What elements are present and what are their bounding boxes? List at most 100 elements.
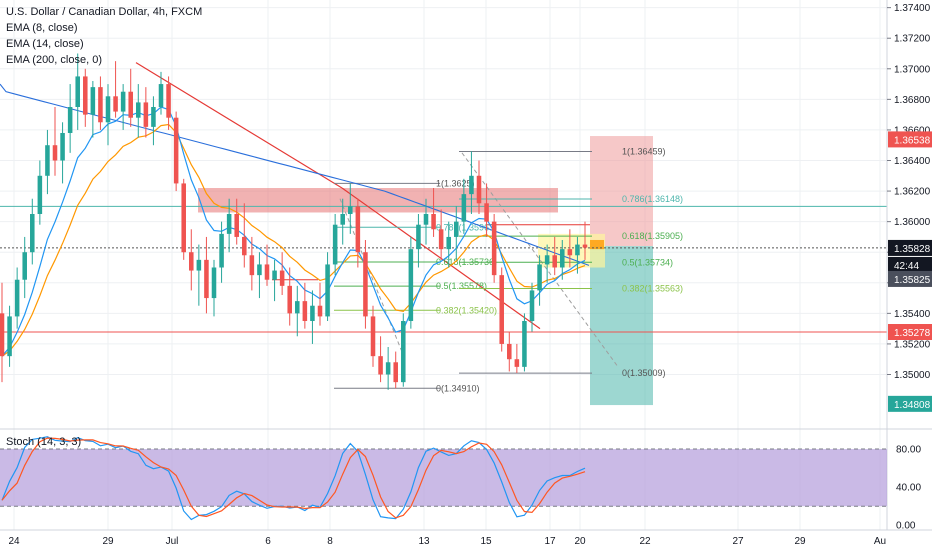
candle-body xyxy=(416,224,421,250)
candle-body xyxy=(211,267,217,299)
candle-body xyxy=(14,279,20,317)
price-tag xyxy=(888,256,932,273)
time-axis-label: 20 xyxy=(574,536,586,547)
price-tag xyxy=(888,395,932,412)
price-axis-label: 1.36600 xyxy=(894,125,931,136)
candle-body xyxy=(370,316,376,357)
candle-body xyxy=(461,194,467,222)
candle-body xyxy=(128,91,133,118)
stoch-band xyxy=(0,449,887,507)
candle-body xyxy=(67,107,73,133)
candle-body xyxy=(582,244,588,248)
fib-level-label: 0.382(1.35420) xyxy=(436,305,497,315)
candle-body xyxy=(242,236,247,256)
candle-body xyxy=(189,252,194,271)
candle-body xyxy=(393,362,398,383)
fib-level-label: 0.786(1.35963) xyxy=(436,222,497,232)
candle-body xyxy=(279,270,285,286)
time-axis-label: 17 xyxy=(544,536,556,547)
price-axis-label: 1.36000 xyxy=(894,217,931,228)
fib-level-label: 1(1.3625) xyxy=(436,178,475,188)
price-tag-label: 42:44 xyxy=(894,261,919,272)
fib-level-label: 0.786(1.36148) xyxy=(622,194,683,204)
entry-marker xyxy=(590,239,604,250)
price-tag xyxy=(888,239,932,256)
candle-body xyxy=(196,259,202,271)
supply-zone xyxy=(198,188,558,213)
candle-body xyxy=(484,203,489,222)
ema-200-line xyxy=(0,83,590,266)
candle-body xyxy=(310,305,315,321)
fib-level-label: 0(1.34910) xyxy=(436,383,480,393)
candle-body xyxy=(363,252,368,317)
price-axis-label: 1.36400 xyxy=(894,156,931,167)
candle-body xyxy=(166,84,171,118)
candle-body xyxy=(514,359,520,367)
candle-body xyxy=(560,249,565,268)
price-axis-label: 1.35400 xyxy=(894,309,931,320)
candle-body xyxy=(60,132,65,161)
candle-body xyxy=(431,214,436,230)
stoch-axis-label: 0.00 xyxy=(896,521,916,532)
candle-body xyxy=(408,249,414,321)
candle-body xyxy=(37,175,43,214)
time-axis-label: 27 xyxy=(732,536,744,547)
legend-ema-14: EMA (14, close) xyxy=(6,38,84,50)
candle-body xyxy=(52,145,58,161)
candle-body xyxy=(454,221,459,237)
fib-level-label: 1(1.36459) xyxy=(622,146,666,156)
candle-body xyxy=(567,249,573,256)
price-axis-label: 1.35200 xyxy=(894,339,931,350)
candle-body xyxy=(537,264,542,291)
candle-body xyxy=(325,264,330,317)
candle-body xyxy=(22,252,27,280)
candle-body xyxy=(143,102,149,127)
candle-body xyxy=(204,259,209,299)
fib-level-label: 0(1.35009) xyxy=(622,368,666,378)
candle-body xyxy=(340,214,345,225)
candle-body xyxy=(385,362,391,375)
candle-body xyxy=(158,84,164,107)
fib-diagonal xyxy=(339,198,406,360)
candle-body xyxy=(30,214,35,253)
candle-body xyxy=(348,206,353,214)
candle-body xyxy=(469,175,474,195)
stoch-axis-label: 80.00 xyxy=(896,445,921,456)
candle-body xyxy=(90,87,96,115)
candle-body xyxy=(507,343,512,360)
candle-body xyxy=(423,214,429,225)
price-tag-label: 1.35278 xyxy=(894,328,931,339)
candle-body xyxy=(544,255,550,265)
candle-body xyxy=(272,270,277,280)
price-tag-label: 1.35828 xyxy=(894,244,931,255)
price-axis-label: 1.37000 xyxy=(894,64,931,75)
candle-body xyxy=(295,301,300,314)
fib-diagonal xyxy=(461,152,619,368)
candle-body xyxy=(446,236,451,250)
candle-body xyxy=(45,145,50,176)
legend-ema-8: EMA (8, close) xyxy=(6,22,78,34)
candle-body xyxy=(83,76,88,115)
candle-body xyxy=(249,255,255,276)
time-axis-label: 22 xyxy=(639,536,651,547)
time-axis-label: 15 xyxy=(480,536,492,547)
price-tag-label: 1.34808 xyxy=(894,400,931,411)
candle-body xyxy=(219,233,224,268)
price-tag xyxy=(888,270,932,287)
chart-title: U.S. Dollar / Canadian Dollar, 4h, FXCM xyxy=(6,6,203,18)
candle-body xyxy=(105,96,111,123)
candle-body xyxy=(257,264,262,276)
candle-body xyxy=(287,285,292,314)
candle-body xyxy=(401,321,406,383)
time-axis-label: 29 xyxy=(102,536,114,547)
trend-line xyxy=(135,62,343,189)
ema-14-line xyxy=(1,123,586,357)
candle-body xyxy=(151,107,156,127)
time-axis-label: 24 xyxy=(8,536,20,547)
candle-body xyxy=(438,229,444,250)
price-axis-label: 1.37400 xyxy=(894,3,931,14)
candle-body xyxy=(302,301,308,321)
candle-body xyxy=(120,91,126,112)
candle-body xyxy=(355,206,361,253)
